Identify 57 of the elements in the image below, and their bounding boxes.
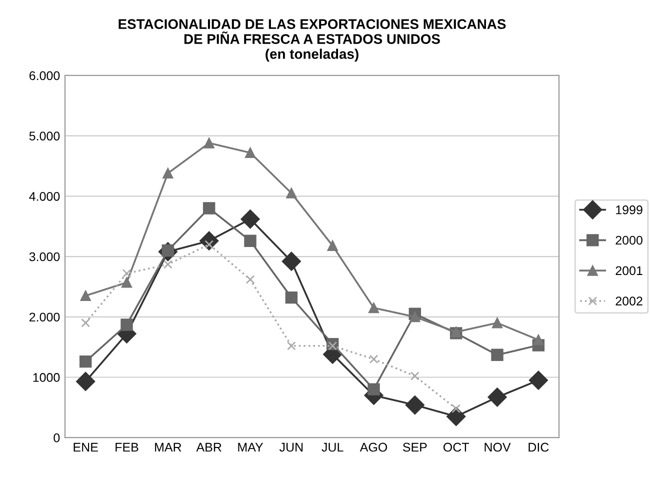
point	[244, 234, 256, 247]
chart-title: ESTACIONALIDAD DE LAS EXPORTACIONES MEXICANAS DE PIÑA FRESCA A ESTADOS UNIDOS (en toneladas)	[118, 19, 506, 62]
point	[405, 395, 424, 415]
point	[528, 370, 548, 390]
point	[410, 372, 420, 380]
point	[488, 388, 507, 407]
point	[286, 341, 296, 350]
point	[240, 210, 260, 229]
point	[452, 404, 461, 414]
point	[244, 147, 256, 158]
x-tick-label: JUL	[322, 442, 344, 452]
point	[80, 290, 91, 302]
point	[491, 348, 504, 362]
y-tick-label: 2.000	[29, 312, 60, 322]
point	[121, 277, 132, 288]
point	[246, 275, 255, 284]
y-tick-label: 0	[54, 433, 60, 442]
y-tick-label: 1000	[33, 373, 60, 382]
point	[81, 318, 90, 328]
y-tick-label: 6.000	[29, 71, 60, 80]
point	[282, 252, 301, 271]
x-tick-label: ABR	[196, 442, 222, 452]
legend-label: 2000	[616, 236, 642, 245]
point	[120, 318, 133, 331]
point	[76, 372, 96, 392]
x-tick-label: ENE	[74, 442, 98, 452]
x-tick-label: OCT	[443, 442, 469, 452]
legend-label: 1999	[616, 205, 642, 214]
legend-label: 2002	[616, 296, 642, 306]
y-tick-label: 4.000	[29, 192, 60, 201]
y-tick-label: 3.000	[29, 252, 60, 262]
point	[410, 312, 420, 322]
point	[368, 302, 380, 314]
x-tick-label: JUN	[279, 442, 303, 452]
x-tick-label: MAY	[238, 442, 264, 452]
x-tick-label: NOV	[484, 442, 511, 452]
x-tick-label: MAR	[155, 442, 182, 452]
point	[163, 260, 172, 269]
point	[368, 383, 380, 396]
point	[327, 240, 338, 251]
point	[369, 354, 378, 364]
y-tick-label: 5.000	[29, 132, 60, 140]
legend-label: 2001	[616, 266, 642, 276]
x-tick-label: DIC	[528, 442, 549, 452]
point	[162, 168, 174, 179]
point	[533, 334, 544, 346]
x-tick-label: AGO	[360, 442, 388, 452]
x-tick-label: SEP	[402, 442, 427, 452]
point	[204, 138, 214, 148]
point	[79, 355, 92, 368]
point	[202, 202, 216, 214]
point	[286, 188, 297, 198]
point	[446, 406, 466, 426]
x-tick-label: FEB	[116, 442, 138, 452]
point	[285, 291, 298, 304]
point	[492, 318, 503, 328]
point	[122, 268, 132, 278]
